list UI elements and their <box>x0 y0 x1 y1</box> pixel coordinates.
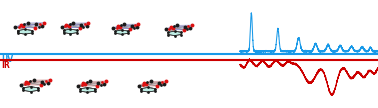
Text: UV: UV <box>2 55 14 64</box>
Polygon shape <box>64 29 77 34</box>
Text: IR: IR <box>2 61 10 70</box>
Polygon shape <box>80 88 94 92</box>
Polygon shape <box>23 87 38 92</box>
Polygon shape <box>168 31 181 36</box>
Polygon shape <box>18 29 32 34</box>
Polygon shape <box>115 30 128 34</box>
Polygon shape <box>141 87 155 92</box>
